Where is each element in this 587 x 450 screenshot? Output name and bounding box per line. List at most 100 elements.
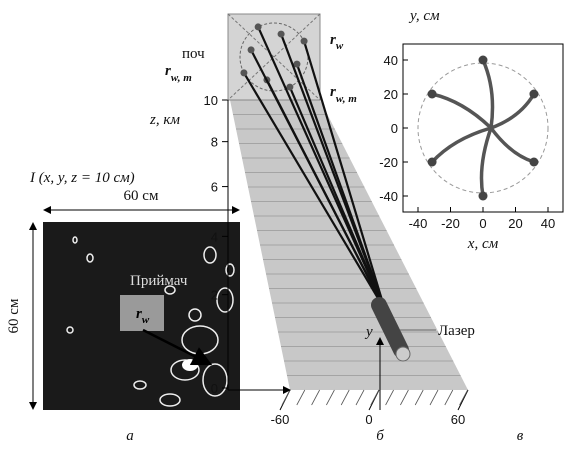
aperture-dot	[286, 83, 294, 91]
speckle-blob	[202, 363, 228, 397]
speckle-blob	[203, 246, 217, 264]
trajectory	[430, 126, 493, 164]
laser-body	[371, 297, 409, 358]
trajectory	[481, 58, 495, 130]
speckle-blob	[225, 263, 235, 277]
trajectories	[427, 55, 539, 201]
laser-label: Лазер	[438, 323, 475, 339]
trajectory	[430, 92, 493, 130]
laser-aperture	[395, 346, 411, 362]
panel-b: Лазер y z, км rw rw, m поч rw, m б 02468…	[149, 13, 475, 444]
speckle-blob	[72, 236, 78, 244]
aperture-dot	[254, 23, 262, 31]
beam	[303, 40, 387, 311]
aperture-dot	[240, 69, 248, 77]
trajectory	[489, 92, 536, 130]
trajectory-end	[427, 89, 437, 99]
rw-sub: w	[336, 40, 344, 52]
trajectory-end	[427, 157, 437, 167]
y-axis-label: y	[364, 324, 373, 340]
rwm-start-label: rw, m	[165, 63, 192, 84]
hatch	[370, 389, 380, 406]
rwm-base: r	[330, 84, 336, 100]
x-tick-label: -60	[271, 412, 290, 427]
hatch	[296, 389, 306, 406]
y-tick-label: 20	[384, 87, 398, 102]
hatch	[355, 389, 365, 406]
z-axis-label: z, км	[149, 112, 180, 128]
beam	[250, 49, 386, 311]
speckle-blob	[86, 253, 94, 263]
width-label: 60 см	[124, 188, 159, 204]
y-tick-label: 0	[391, 121, 398, 136]
rwm-start-sup: поч	[182, 46, 205, 62]
diagonal	[227, 13, 321, 101]
speckle-core	[182, 359, 198, 371]
x-axis-label: x, см	[467, 236, 499, 252]
speckle-blob	[159, 393, 181, 407]
speckle-blob	[66, 326, 74, 334]
receiver-box	[120, 295, 164, 331]
aperture-dot	[293, 60, 301, 68]
receiver-label: Приймач	[130, 273, 188, 289]
hatch	[444, 389, 454, 406]
x-tick-label: -20	[441, 216, 460, 231]
z-tick-label: 2	[211, 288, 218, 303]
z-tick-label: 6	[211, 180, 218, 195]
vector-base: r	[136, 306, 142, 322]
z-tick-label: 8	[211, 135, 218, 150]
hatch	[414, 389, 424, 406]
beams	[240, 23, 387, 311]
hatch	[429, 389, 439, 406]
z-tick-label: 10	[204, 93, 218, 108]
y-tick-label: 40	[384, 53, 398, 68]
rw-label: rw	[330, 32, 344, 52]
aperture-dot	[277, 30, 285, 38]
speckle-blob	[133, 380, 147, 390]
rw-base: r	[330, 32, 336, 48]
beam	[280, 33, 387, 311]
beam	[242, 72, 386, 311]
speckle-blob	[170, 359, 200, 381]
hatch	[311, 389, 320, 406]
hatch	[281, 389, 291, 406]
intensity-title: I (x, y, z = 10 см)	[29, 170, 135, 186]
y-axis-label: y, см	[408, 8, 440, 24]
x-tick	[457, 389, 469, 411]
hatch	[459, 389, 468, 406]
y-tick-label: -20	[379, 155, 398, 170]
rwm-start-sub: w, m	[171, 72, 192, 84]
trajectory	[479, 126, 493, 198]
height-label: 60 см	[6, 298, 22, 333]
rwm-sub: w, m	[336, 93, 357, 105]
aperture-dot	[247, 46, 255, 54]
trajectory	[489, 126, 536, 164]
panel-a: I (x, y, z = 10 см) 60 см 60 см Приймач …	[6, 170, 240, 444]
hatch	[340, 389, 350, 406]
x-tick-label: 40	[541, 216, 555, 231]
x-tick-label: 0	[365, 412, 372, 427]
panel-label: а	[126, 428, 134, 444]
beam	[257, 26, 387, 311]
aperture-dot	[300, 37, 308, 45]
hatch	[400, 389, 409, 406]
panel-label: б	[376, 428, 384, 444]
rwm-label: rw, m	[330, 84, 357, 105]
vector-arrow	[142, 328, 213, 366]
x-tick-label: 0	[479, 216, 486, 231]
hatch	[385, 389, 394, 406]
z-tick-label: 0	[211, 381, 218, 396]
trajectory-end	[478, 55, 488, 65]
panel-label: в	[517, 428, 524, 444]
y-tick-label: -40	[379, 189, 398, 204]
x-tick-label: -40	[409, 216, 428, 231]
rwm-start-base: r	[165, 63, 171, 79]
vector-label: rw	[136, 306, 150, 326]
trajectory-end	[529, 89, 539, 99]
speckle-blob	[188, 308, 202, 322]
hatch	[326, 389, 335, 406]
speckle-blob	[164, 285, 176, 295]
panel-c: y, см x, см в -40 -20 0 20 40 -40 -20 0 20 40	[379, 8, 564, 444]
vector-sub: w	[142, 314, 150, 326]
